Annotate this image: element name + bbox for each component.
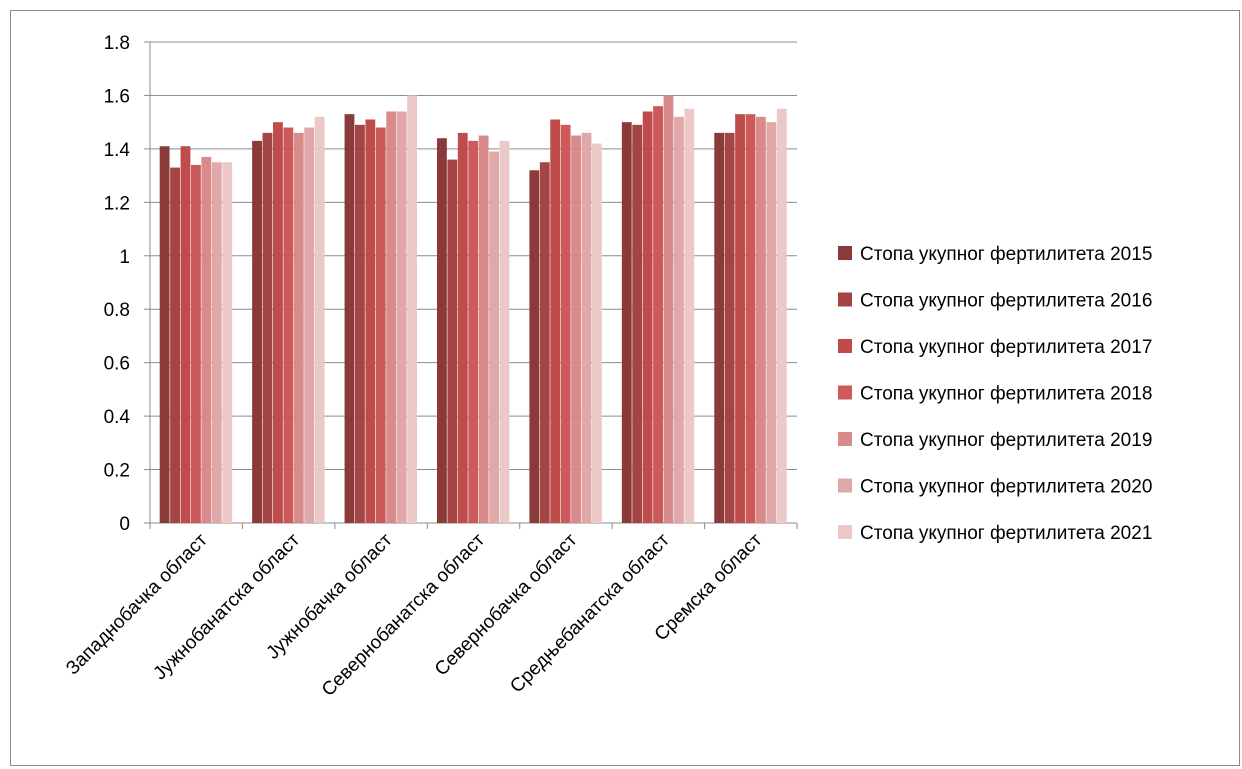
bar (314, 116, 325, 523)
bar (170, 167, 180, 523)
legend-label: Стопа укупног фертилитета 2016 (860, 291, 1152, 312)
bar (180, 146, 191, 523)
x-category-label: Средњебанатска област (506, 529, 674, 697)
bar (386, 111, 397, 523)
bar (211, 162, 222, 523)
bar (489, 151, 499, 523)
bar (663, 95, 674, 523)
y-tick-label: 1.8 (104, 33, 130, 54)
bar (344, 114, 355, 524)
bar (273, 122, 283, 524)
bar (191, 164, 201, 524)
bar (252, 140, 262, 523)
bar (375, 127, 386, 523)
bar (776, 108, 787, 523)
bar (714, 132, 725, 524)
legend-label: Стопа укупног фертилитета 2018 (860, 384, 1152, 405)
legend-label: Стопа укупног фертилитета 2021 (860, 523, 1152, 544)
bar (560, 124, 571, 523)
bar (621, 122, 632, 524)
legend-label: Стопа укупног фертилитета 2019 (860, 430, 1152, 451)
legend-swatch (838, 525, 852, 539)
y-tick-label: 1.6 (104, 86, 130, 107)
bar (529, 170, 540, 523)
bar (684, 108, 695, 523)
bar (766, 122, 777, 524)
y-tick-label: 0 (119, 514, 130, 535)
bar (632, 124, 643, 523)
bar (396, 111, 407, 523)
legend-swatch (838, 339, 852, 353)
bar (581, 132, 592, 524)
y-tick-label: 0.4 (104, 407, 131, 428)
bar (735, 114, 745, 524)
bar (365, 119, 376, 524)
y-tick-label: 0.6 (104, 354, 130, 375)
bar (159, 146, 170, 523)
bar (642, 111, 653, 523)
bar (724, 132, 735, 524)
legend-label: Стопа укупног фертилитета 2015 (860, 244, 1152, 265)
bar (447, 159, 458, 523)
bar (653, 106, 663, 523)
legend-label: Стопа укупног фертилитета 2020 (860, 477, 1152, 498)
y-tick-label: 1 (119, 247, 130, 268)
bar (293, 132, 304, 524)
bar (283, 127, 294, 523)
bar (201, 156, 212, 523)
bar (262, 132, 273, 524)
bar (468, 140, 479, 523)
bar (478, 135, 489, 523)
bar (304, 127, 315, 523)
bar (457, 132, 468, 524)
bar (592, 143, 602, 524)
legend-label: Стопа укупног фертилитета 2017 (860, 337, 1152, 358)
legend-swatch (838, 478, 852, 493)
legend-swatch (838, 385, 852, 400)
bar (539, 162, 550, 523)
y-tick-label: 0.2 (104, 461, 130, 482)
bar (571, 135, 581, 523)
x-category-label: Севернобанатска област (318, 529, 489, 700)
legend-swatch (838, 292, 852, 307)
y-tick-label: 1.2 (104, 193, 130, 214)
bar (436, 138, 447, 523)
bar (674, 116, 684, 523)
bar (354, 124, 365, 523)
legend-swatch (838, 432, 852, 446)
y-tick-label: 0.8 (104, 300, 130, 321)
bar (499, 140, 510, 523)
y-tick-label: 1.4 (104, 140, 131, 161)
bar (407, 95, 417, 523)
bar (222, 162, 233, 523)
bar (550, 119, 561, 524)
legend-swatch (838, 246, 852, 260)
bar (756, 116, 766, 523)
bar (745, 114, 756, 524)
